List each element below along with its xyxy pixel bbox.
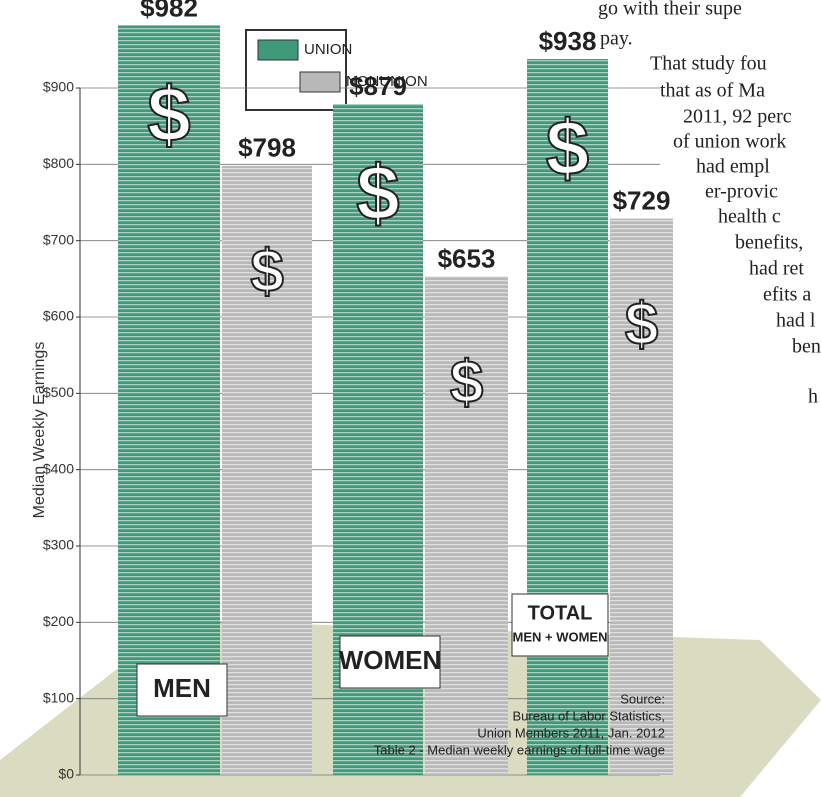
article-line: had l bbox=[776, 310, 816, 332]
value-label: $653 bbox=[438, 243, 496, 273]
article-line: had ret bbox=[749, 258, 804, 280]
legend-swatch bbox=[258, 40, 298, 60]
article-line: er-provic bbox=[705, 181, 778, 203]
article-line: had empl bbox=[696, 156, 770, 178]
y-tick-label: $400 bbox=[43, 460, 74, 476]
y-tick-label: $200 bbox=[43, 613, 74, 629]
value-label: $982 bbox=[140, 0, 198, 22]
article-line: efits a bbox=[763, 284, 811, 306]
article-line: pay. bbox=[600, 28, 633, 50]
value-label: $798 bbox=[238, 133, 296, 163]
source-line: Source: bbox=[620, 691, 665, 706]
article-line: h bbox=[808, 386, 818, 408]
source-line: Table 2 - Median weekly earnings of full… bbox=[374, 742, 665, 757]
legend-swatch bbox=[300, 72, 340, 92]
x-tick-label: TOTAL bbox=[528, 602, 593, 624]
article-line: go with their supe bbox=[598, 0, 742, 20]
category-note: MEN + WOMEN bbox=[513, 629, 608, 644]
source-line: Union Members 2011, Jan. 2012 bbox=[477, 725, 665, 740]
article-line: That study fou bbox=[650, 53, 767, 75]
y-tick-label: $800 bbox=[43, 155, 74, 171]
x-tick-label: MEN bbox=[153, 673, 211, 703]
legend-label: UNION bbox=[304, 41, 352, 58]
value-label: $938 bbox=[539, 26, 597, 56]
article-line: of union work bbox=[673, 131, 786, 153]
y-tick-label: $300 bbox=[43, 537, 74, 553]
x-tick-label: WOMEN bbox=[339, 645, 442, 675]
article-line: 2011, 92 perc bbox=[683, 106, 792, 128]
bar-symbol: $ bbox=[546, 104, 589, 192]
bar-symbol: $ bbox=[356, 149, 399, 237]
article-line: that as of Ma bbox=[660, 80, 765, 102]
bar-symbol: $ bbox=[250, 238, 283, 305]
bar-symbol: $ bbox=[625, 290, 658, 357]
article-line: health c bbox=[718, 206, 781, 228]
y-tick-label: $500 bbox=[43, 384, 74, 400]
value-label: $879 bbox=[349, 71, 407, 101]
y-tick-label: $900 bbox=[43, 79, 74, 95]
y-tick-label: $600 bbox=[43, 308, 74, 324]
source-line: Bureau of Labor Statistics, bbox=[513, 708, 665, 723]
y-tick-label: $0 bbox=[58, 766, 74, 782]
bar-symbol: $ bbox=[147, 70, 190, 158]
y-tick-label: $100 bbox=[43, 689, 74, 705]
value-label: $729 bbox=[613, 185, 671, 215]
bar-symbol: $ bbox=[450, 348, 483, 415]
article-line: ben bbox=[792, 336, 821, 358]
y-tick-label: $700 bbox=[43, 231, 74, 247]
article-line: benefits, bbox=[735, 232, 803, 254]
y-axis-label: Median Weekly Earnings bbox=[31, 342, 48, 519]
chart: Median Weekly Earnings $0 $100 $200 $300 $40… bbox=[0, 0, 821, 797]
